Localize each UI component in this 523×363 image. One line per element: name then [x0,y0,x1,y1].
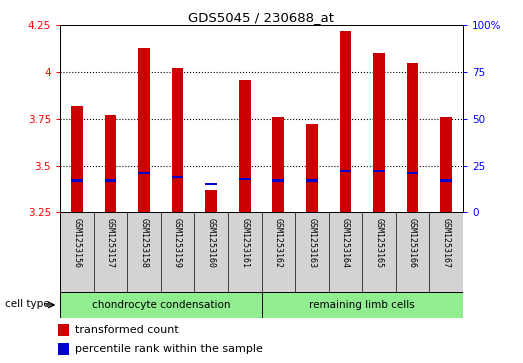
Bar [58,324,69,336]
Bar [206,183,217,185]
Bar [373,170,385,172]
Text: transformed count: transformed count [75,325,179,335]
Bar [138,48,150,212]
Bar [60,292,262,318]
Bar [440,117,452,212]
Text: GSM1253158: GSM1253158 [140,218,149,268]
Bar [71,106,83,212]
Title: GDS5045 / 230688_at: GDS5045 / 230688_at [188,11,335,24]
Text: GSM1253164: GSM1253164 [341,218,350,268]
Text: GSM1253157: GSM1253157 [106,218,115,268]
Bar [272,117,284,212]
Bar [172,176,184,178]
Bar [306,125,317,212]
Text: percentile rank within the sample: percentile rank within the sample [75,344,263,354]
Text: GSM1253162: GSM1253162 [274,218,283,268]
Bar [138,172,150,174]
Bar [407,63,418,212]
Text: GSM1253156: GSM1253156 [72,218,82,268]
Text: GSM1253161: GSM1253161 [240,218,249,268]
Bar [339,31,351,212]
Bar [306,179,317,182]
Text: chondrocyte condensation: chondrocyte condensation [92,300,230,310]
Bar [58,343,69,355]
Bar [239,79,251,212]
Bar [262,292,463,318]
Text: cell type: cell type [5,299,50,309]
Bar [172,68,184,212]
Bar [373,53,385,212]
Text: GSM1253159: GSM1253159 [173,218,182,268]
Bar [440,179,452,182]
Text: GSM1253166: GSM1253166 [408,218,417,268]
Bar [105,179,116,182]
Bar [71,179,83,182]
Text: GSM1253163: GSM1253163 [308,218,316,268]
Bar [239,178,251,180]
Text: remaining limb cells: remaining limb cells [309,300,415,310]
Bar [105,115,116,212]
Bar [339,170,351,172]
Bar [272,179,284,182]
Text: GSM1253160: GSM1253160 [207,218,215,268]
Bar [206,190,217,212]
Bar [407,172,418,174]
Text: GSM1253165: GSM1253165 [374,218,383,268]
Text: GSM1253167: GSM1253167 [441,218,451,268]
